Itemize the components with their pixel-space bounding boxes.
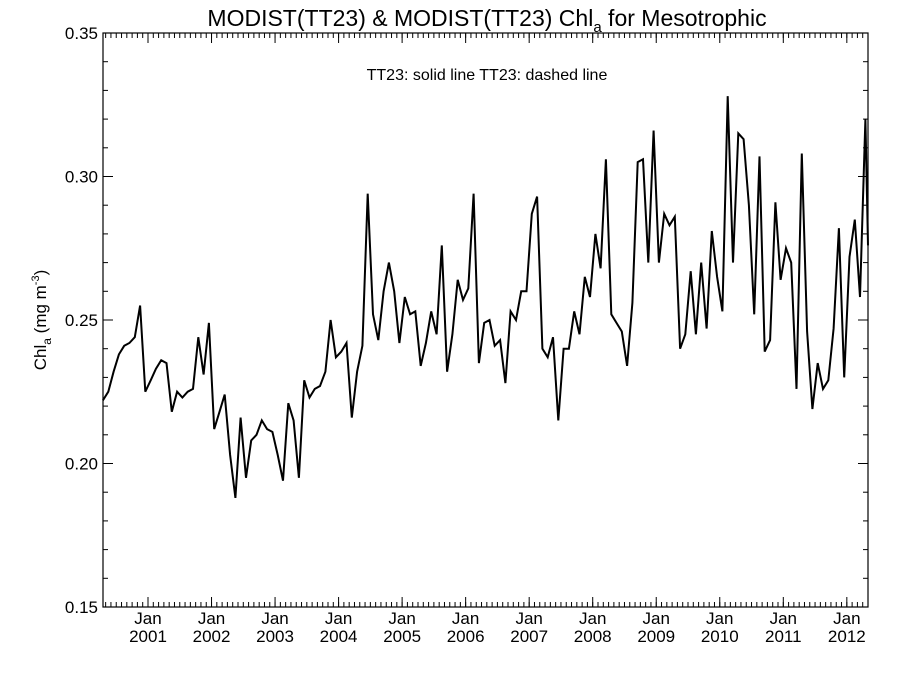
x-tick-month-label: Jan (643, 609, 670, 628)
x-tick-year-label: 2007 (510, 627, 548, 646)
y-tick-label: 0.30 (65, 168, 98, 187)
y-tick-label: 0.20 (65, 455, 98, 474)
y-axis-label: Chla (mg m-3) (30, 270, 54, 371)
x-tick-year-label: 2011 (765, 627, 802, 646)
x-tick-year-label: 2002 (193, 627, 231, 646)
y-tick-label: 0.25 (65, 311, 98, 330)
x-tick-year-label: 2006 (447, 627, 485, 646)
series-group (102, 96, 869, 499)
x-tick-year-label: 2004 (320, 627, 358, 646)
x-tick-month-label: Jan (706, 609, 733, 628)
x-tick-month-label: Jan (198, 609, 225, 628)
x-tick-year-label: 2012 (828, 627, 866, 646)
x-tick-year-label: 2001 (129, 627, 167, 646)
x-axis: Jan2001Jan2002Jan2003Jan2004Jan2005Jan20… (105, 33, 866, 646)
x-tick-month-label: Jan (452, 609, 479, 628)
x-tick-month-label: Jan (388, 609, 415, 628)
legend-text: TT23: solid line TT23: dashed line (367, 67, 608, 84)
y-tick-label: 0.35 (65, 24, 98, 43)
x-tick-month-label: Jan (325, 609, 352, 628)
chart-title: MODIST(TT23) & MODIST(TT23) Chla for Mes… (207, 5, 766, 36)
series-line-0 (102, 96, 869, 499)
x-tick-month-label: Jan (261, 609, 288, 628)
y-axis: 0.15 0.20 0.25 0.30 0.35 (65, 24, 868, 617)
x-tick-month-label: Jan (134, 609, 161, 628)
y-tick-label: 0.15 (65, 598, 98, 617)
x-tick-year-label: 2005 (383, 627, 421, 646)
x-tick-year-label: 2009 (637, 627, 675, 646)
x-tick-month-label: Jan (833, 609, 860, 628)
chart-title-subscript: a (593, 19, 602, 36)
x-tick-year-label: 2008 (574, 627, 612, 646)
plot-frame (102, 32, 869, 608)
x-tick-year-label: 2010 (701, 627, 739, 646)
x-tick-month-label: Jan (579, 609, 606, 628)
x-tick-month-label: Jan (770, 609, 797, 628)
x-tick-year-label: 2003 (256, 627, 294, 646)
x-tick-month-label: Jan (515, 609, 542, 628)
